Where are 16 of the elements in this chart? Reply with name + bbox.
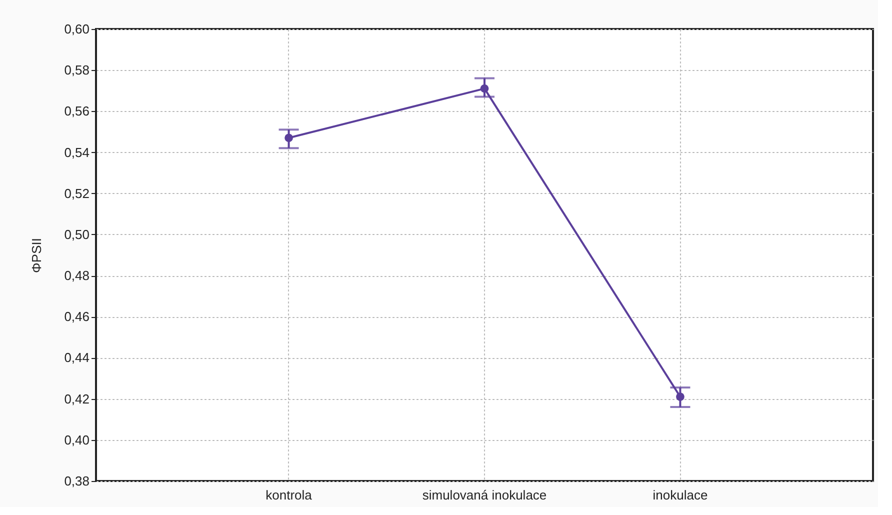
y-tick-label: 0,46 [64,309,90,324]
y-tick-label: 0,42 [64,391,90,406]
x-tick-label: kontrola [266,488,313,502]
x-tick-label: inokulace [652,488,708,502]
y-tick-label: 0,60 [64,22,90,36]
y-tick-label: 0,44 [64,350,90,366]
y-tick-label: 0,52 [64,186,90,201]
y-tick-label: 0,56 [64,104,90,119]
y-axis-title: ΦPSII [29,238,44,273]
y-tick-label: 0,40 [64,432,90,448]
x-tick-label: simulovaná inokulace [422,488,547,502]
y-tick-label: 0,58 [64,62,90,78]
y-tick-label: 0,48 [64,268,90,284]
y-tick-label: 0,50 [64,226,90,242]
y-tick-label: 0,54 [64,144,90,160]
y-tick-label: 0,38 [64,474,90,488]
